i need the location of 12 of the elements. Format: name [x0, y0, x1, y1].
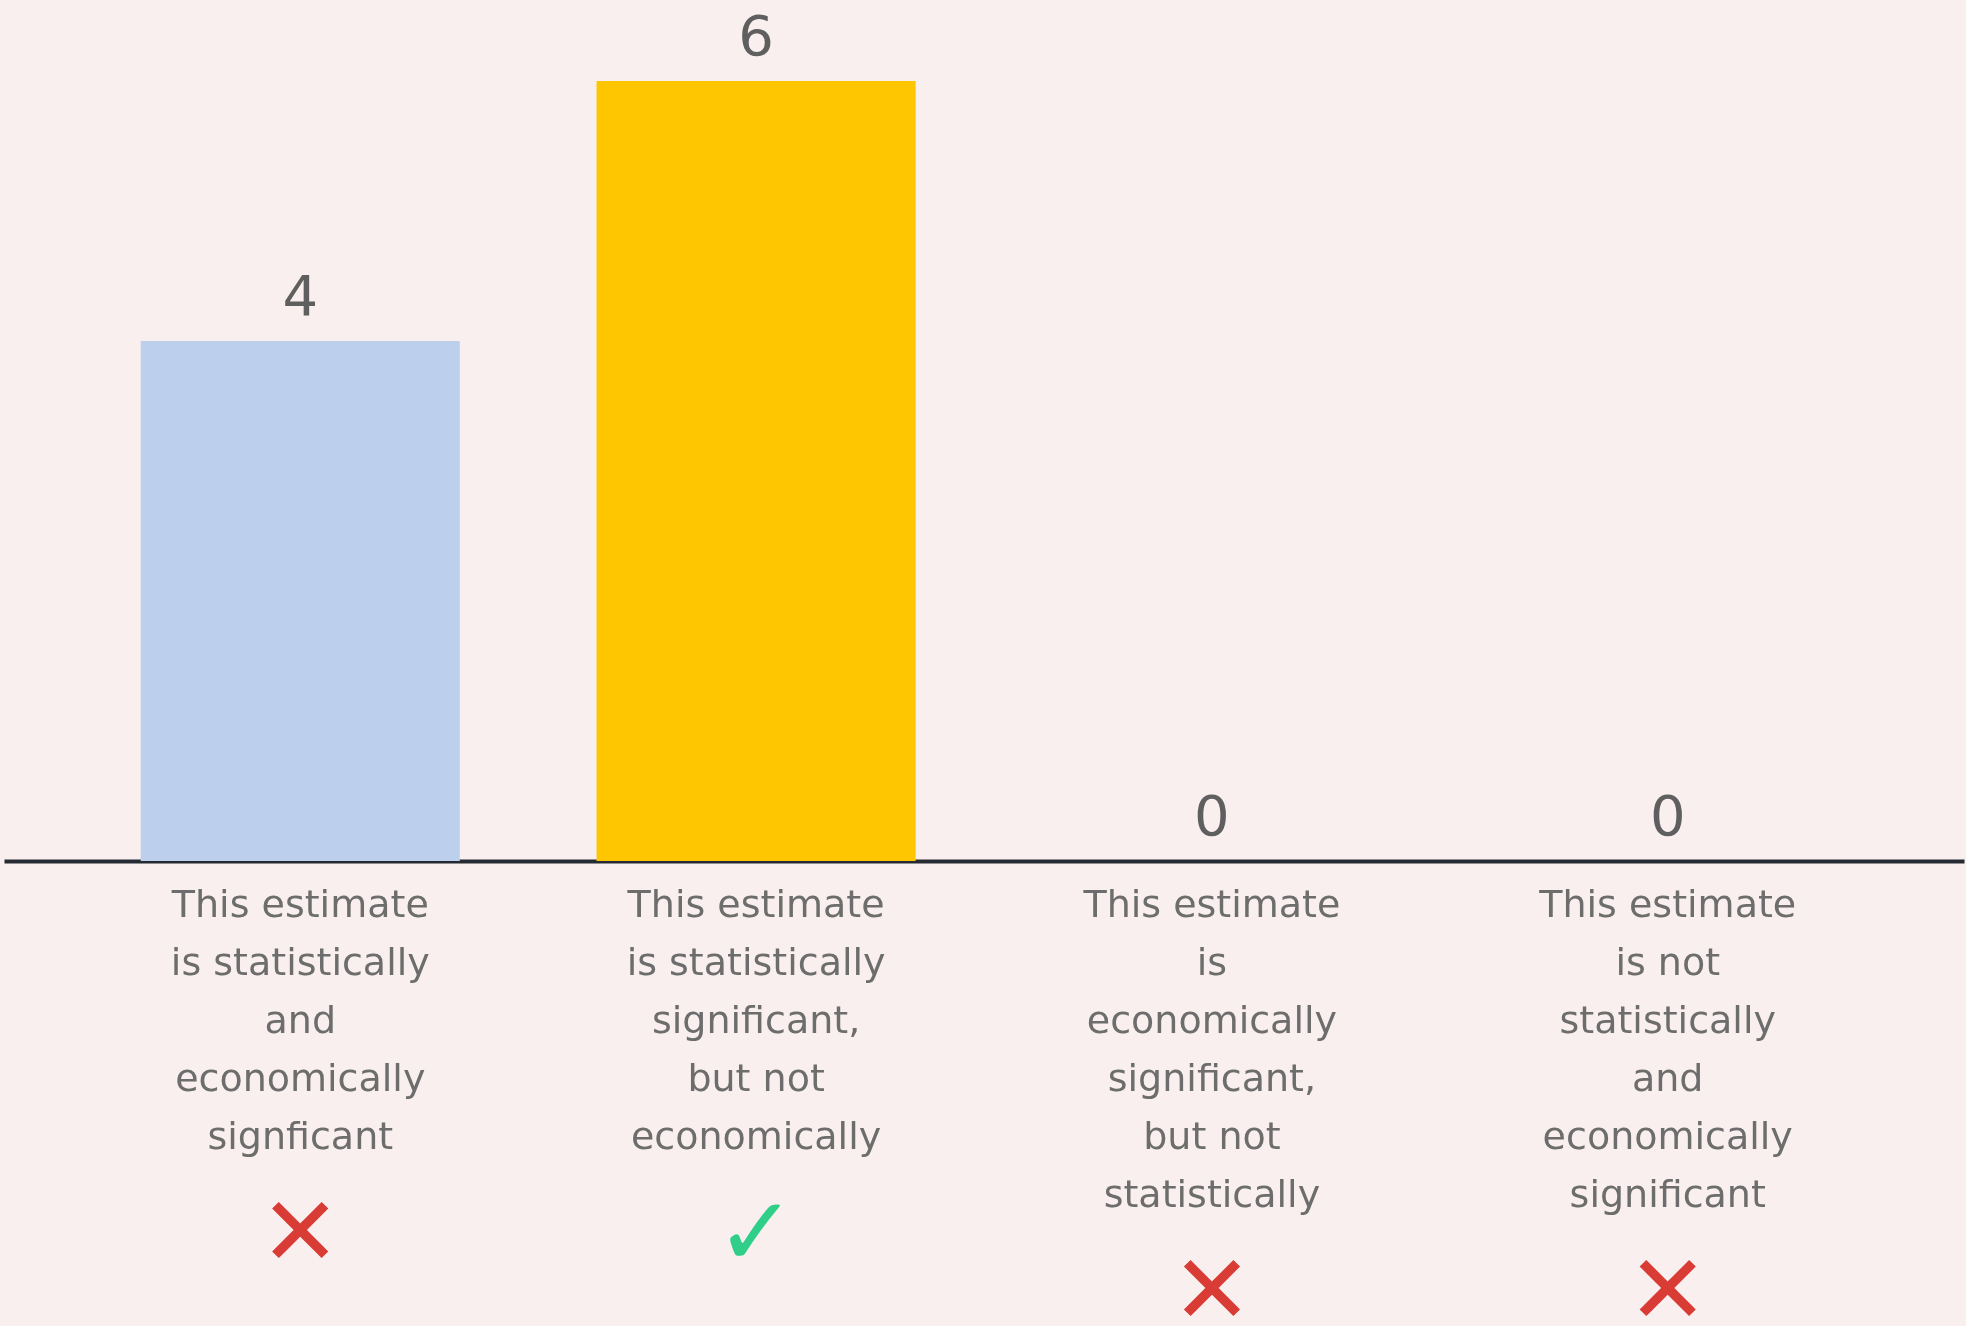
data-label: 0 [1194, 783, 1230, 848]
data-label: 0 [1649, 783, 1686, 848]
x-tick-label: This estimate is economically significant, but not statistically [1082, 881, 1341, 1216]
data-label: 6 [738, 3, 774, 68]
x-tick-label: This estimate is not statistically and economically significant [1538, 881, 1797, 1216]
text: ✕ [1171, 1234, 1253, 1326]
x-tick-label: This estimate is statistically and economically signficant [170, 881, 430, 1158]
text: ✕ [1627, 1234, 1708, 1326]
x-tick-label: This estimate is statistically significant, but not economically [626, 881, 886, 1158]
text: ✓ [715, 1176, 797, 1288]
data-label: 4 [282, 263, 319, 328]
text: ✕ [260, 1176, 341, 1288]
